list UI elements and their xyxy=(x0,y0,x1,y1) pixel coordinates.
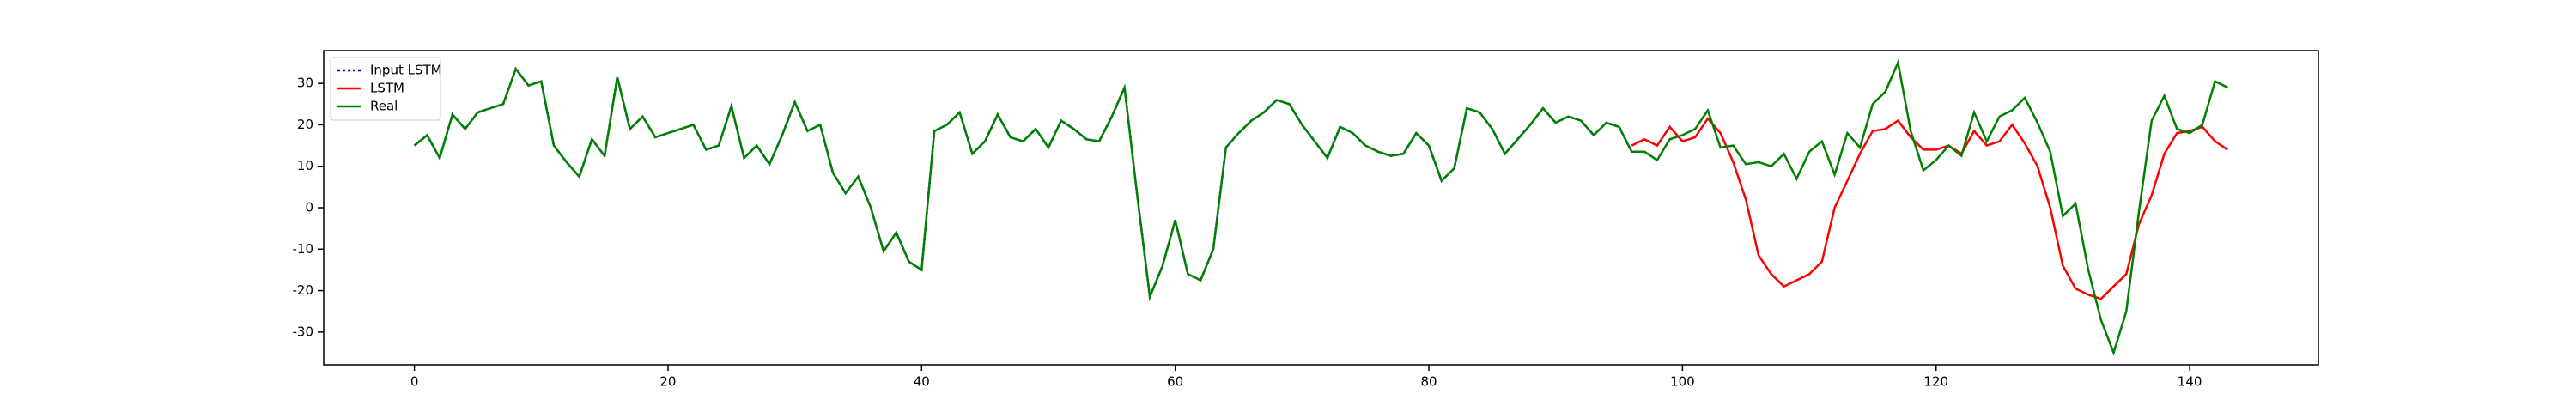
legend-label: Real xyxy=(370,99,398,114)
x-tick-label: 40 xyxy=(914,374,930,390)
y-tick-label: -10 xyxy=(293,241,314,257)
y-tick-label: 0 xyxy=(305,200,313,215)
series-line xyxy=(413,58,2228,356)
x-tick-label: 20 xyxy=(659,374,676,390)
legend-box xyxy=(330,57,441,121)
y-tick-label: -20 xyxy=(293,282,314,298)
x-tick-label: 60 xyxy=(1167,374,1183,390)
y-tick-label: 30 xyxy=(297,76,313,91)
legend-label: LSTM xyxy=(370,81,404,96)
series-line xyxy=(1631,117,2229,300)
legend-label: Input LSTM xyxy=(370,63,442,78)
plot-area xyxy=(323,50,2319,366)
x-tick-label: 140 xyxy=(2178,374,2202,390)
x-tick-label: 0 xyxy=(410,374,419,390)
y-tick-label: 10 xyxy=(297,158,313,173)
x-tick-label: 80 xyxy=(1420,374,1437,390)
x-tick-label: 100 xyxy=(1670,374,1695,390)
y-tick-label: 20 xyxy=(297,117,313,132)
x-tick-label: 120 xyxy=(1923,374,1948,390)
y-tick-label: -30 xyxy=(293,324,314,339)
